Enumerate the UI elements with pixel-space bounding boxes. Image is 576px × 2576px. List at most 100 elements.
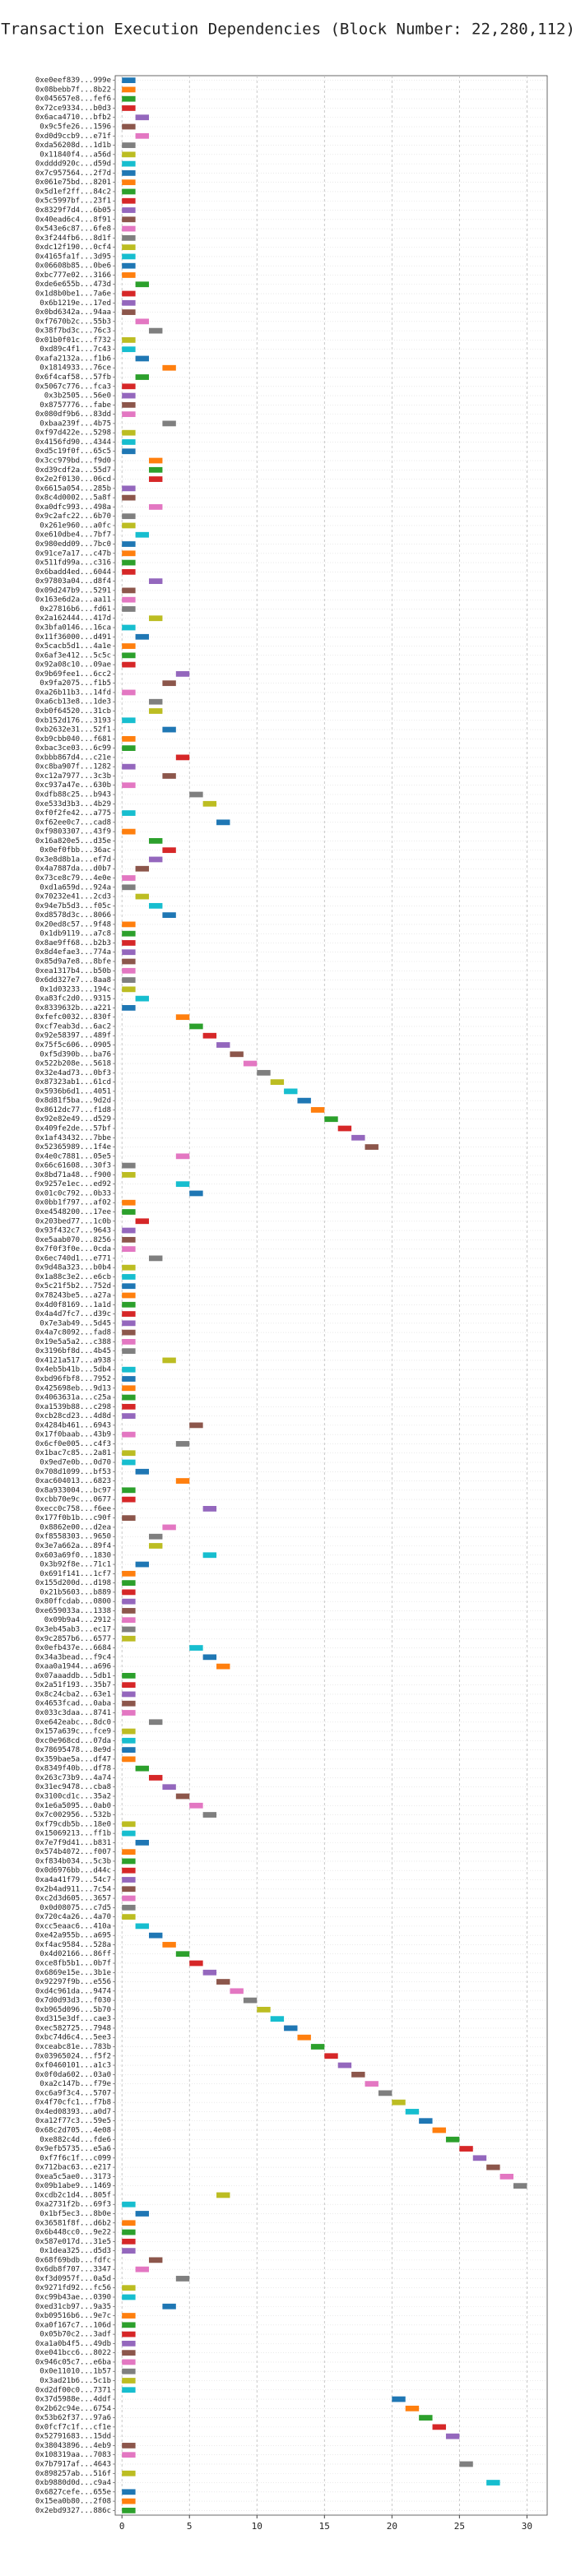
- y-tick-label: 0x177f0b1b...c90f: [35, 1514, 111, 1522]
- y-tick-label: 0xe882c4d...fde6: [39, 2136, 111, 2144]
- y-tick-label: 0x263c73b9...4a74: [35, 1774, 111, 1782]
- y-tick-label: 0xd89c4f1...7c43: [39, 345, 111, 354]
- bar: [405, 2405, 420, 2412]
- bar: [310, 1107, 325, 1113]
- bar: [122, 1199, 136, 1206]
- bar: [122, 689, 136, 696]
- bar: [122, 1589, 136, 1596]
- bar: [122, 2238, 136, 2245]
- y-tick-label: 0x1d03233...194c: [39, 985, 111, 994]
- y-tick-label: 0x425698eb...9d13: [35, 1384, 111, 1392]
- y-tick-label: 0x4156fd90...4344: [35, 438, 111, 447]
- y-tick-label: 0x409fe2de...57bf: [35, 1125, 111, 1133]
- bar: [175, 754, 190, 761]
- bar: [337, 2062, 352, 2069]
- bar: [122, 401, 136, 408]
- y-tick-label: 0x9257e1ec...ed92: [35, 1180, 111, 1188]
- y-tick-label: 0xc2d3d605...3657: [35, 1895, 111, 1903]
- bar: [122, 587, 136, 594]
- bar: [135, 1839, 150, 1846]
- bar: [122, 1311, 136, 1317]
- x-tick-label: 30: [522, 2521, 532, 2532]
- bar: [149, 698, 163, 705]
- bar: [149, 1543, 163, 1549]
- bar: [122, 160, 136, 167]
- bar: [284, 1088, 298, 1095]
- bar: [122, 151, 136, 158]
- y-tick-label: 0x09d247b9...5291: [35, 586, 111, 595]
- y-tick-label: 0xd0d9ccb9...e71f: [35, 132, 111, 141]
- y-tick-label: 0x70232e41...2cd3: [35, 893, 111, 901]
- y-tick-label: 0x7d0d93d3...f030: [35, 1997, 111, 2005]
- bar: [122, 1227, 136, 1234]
- y-tick-label: 0x3b2505...56e0: [44, 392, 111, 401]
- x-tick-label: 0: [119, 2521, 125, 2532]
- bar: [149, 504, 163, 510]
- bar: [297, 2034, 311, 2041]
- bar: [459, 2461, 473, 2467]
- bar: [149, 902, 163, 909]
- x-tick-label: 20: [387, 2521, 397, 2532]
- bar: [135, 1468, 150, 1475]
- bar: [122, 2220, 136, 2226]
- bar: [202, 1969, 217, 1976]
- y-tick-label: 0xe642eabc...8dc0: [35, 1718, 111, 1726]
- bar: [122, 2248, 136, 2254]
- bar: [149, 2257, 163, 2263]
- bar: [122, 1867, 136, 1874]
- bar: [122, 290, 136, 297]
- bar: [122, 810, 136, 816]
- y-tick-label: 0x92297f9b...e556: [35, 1978, 111, 1986]
- bar: [122, 568, 136, 575]
- bar: [122, 513, 136, 520]
- y-tick-label: 0xecc0c758...f6ee: [35, 1505, 111, 1513]
- bar: [257, 1069, 271, 1076]
- y-tick-label: 0x5c5997bf...23f1: [35, 197, 111, 206]
- y-tick-label: 0x1e6a5095...0ab0: [35, 1802, 111, 1810]
- bar: [419, 2118, 433, 2124]
- bar: [175, 1181, 190, 1188]
- y-tick-label: 0x4eb5b41b...5db4: [35, 1366, 111, 1374]
- y-tick-label: 0x16a820e5...d35e: [35, 837, 111, 846]
- bar: [149, 838, 163, 844]
- y-tick-label: 0x5936b6d1...4051: [35, 1087, 111, 1096]
- bar: [122, 105, 136, 111]
- y-tick-label: 0x4284b461...6943: [35, 1421, 111, 1429]
- bar: [175, 2276, 190, 2282]
- bar: [472, 2155, 487, 2161]
- y-tick-label: 0x7f0f3f0e...0cda: [35, 1245, 111, 1253]
- y-tick-label: 0x2b62c94e...6754: [35, 2405, 111, 2413]
- y-tick-label: 0x0bb1f797...af02: [35, 1199, 111, 1207]
- y-tick-label: 0xe041bcc6...8022: [35, 2349, 111, 2357]
- y-tick-label: 0xd5c19f0f...65c5: [35, 447, 111, 456]
- y-tick-label: 0x5c21f5b2...752d: [35, 1282, 111, 1290]
- bar: [513, 2183, 527, 2189]
- bar: [310, 2044, 325, 2050]
- bar: [122, 522, 136, 529]
- y-tick-label: 0x3196bf8d...4b45: [35, 1347, 111, 1355]
- y-tick-label: 0x8862e00...d2ea: [39, 1523, 111, 1531]
- y-tick-label: 0xe4548200...17ee: [35, 1208, 111, 1216]
- y-tick-label: 0x87323ab1...61cd: [35, 1078, 111, 1086]
- y-tick-label: 0xa0dfc993...498a: [35, 503, 111, 512]
- y-tick-label: 0x52365989...1f4e: [35, 1143, 111, 1151]
- bar: [122, 179, 136, 186]
- bar: [135, 374, 150, 380]
- y-tick-label: 0x80ffcdab...0800: [35, 1598, 111, 1606]
- y-tick-label: 0x8ae9ff68...b2b3: [35, 939, 111, 947]
- bar: [202, 1812, 217, 1818]
- y-tick-label: 0x9c5fe26...1596: [39, 123, 111, 132]
- y-tick-label: 0x587e017d...31e5: [35, 2238, 111, 2246]
- y-tick-label: 0xa26b11b3...14fd: [35, 688, 111, 697]
- y-tick-label: 0xf97d422e...5298: [35, 429, 111, 438]
- y-tick-label: 0xceabc81e...783b: [35, 2043, 111, 2051]
- bar: [216, 1979, 230, 1985]
- y-tick-label: 0x68f69bdb...fdfc: [35, 2256, 111, 2264]
- y-tick-label: 0xa6cb13e8...1de3: [35, 698, 111, 707]
- bar: [122, 2452, 136, 2458]
- bar: [405, 2109, 420, 2115]
- y-tick-label: 0x8c24cba2...63e1: [35, 1690, 111, 1698]
- bar: [122, 1515, 136, 1522]
- bar: [122, 216, 136, 223]
- bar: [202, 1032, 217, 1039]
